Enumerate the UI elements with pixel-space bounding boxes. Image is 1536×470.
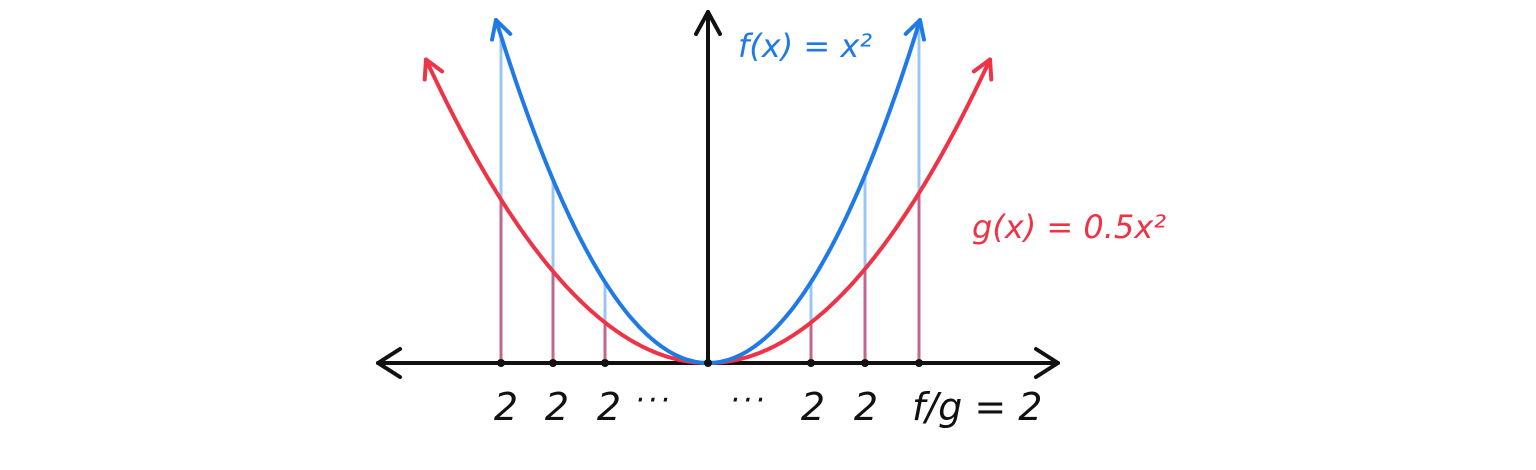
x-axis-tick-dot <box>497 359 505 367</box>
x-axis-right-arrowhead <box>1034 347 1060 379</box>
g-curve-right-arrowhead <box>971 57 994 82</box>
x-axis-tick-dot <box>915 359 923 367</box>
y-axis <box>694 10 722 365</box>
x-axis-tick-dot <box>861 359 869 367</box>
ratio-label: f/g = 2 <box>912 385 1042 429</box>
left-ellipsis: ··· <box>635 383 673 418</box>
g-curve-left-arrowhead <box>422 57 445 82</box>
vertical-drop-lines <box>499 23 921 363</box>
x-axis-tick-dot <box>807 359 815 367</box>
x-axis-tick-dot <box>704 359 712 367</box>
g-function-label: g(x) = 0.5x² <box>972 208 1166 246</box>
tick-label: 2 <box>545 385 569 429</box>
right-ellipsis: ··· <box>730 383 768 418</box>
x-axis-left-arrowhead <box>376 347 402 379</box>
tick-label: 2 <box>494 385 518 429</box>
f-function-label: f(x) = x² <box>738 27 872 65</box>
f-curve-left-arrowhead <box>490 18 513 42</box>
f-curve-right-arrowhead <box>903 18 926 42</box>
tick-label: 2 <box>801 385 825 429</box>
tick-label: 2 <box>597 385 621 429</box>
tick-label: 2 <box>854 385 878 429</box>
x-axis-tick-dot <box>601 359 609 367</box>
x-axis-tick-dot <box>549 359 557 367</box>
y-axis-arrowhead <box>694 10 722 36</box>
curve-arrowheads <box>422 18 994 82</box>
x-axis-tick-marks <box>497 359 923 367</box>
